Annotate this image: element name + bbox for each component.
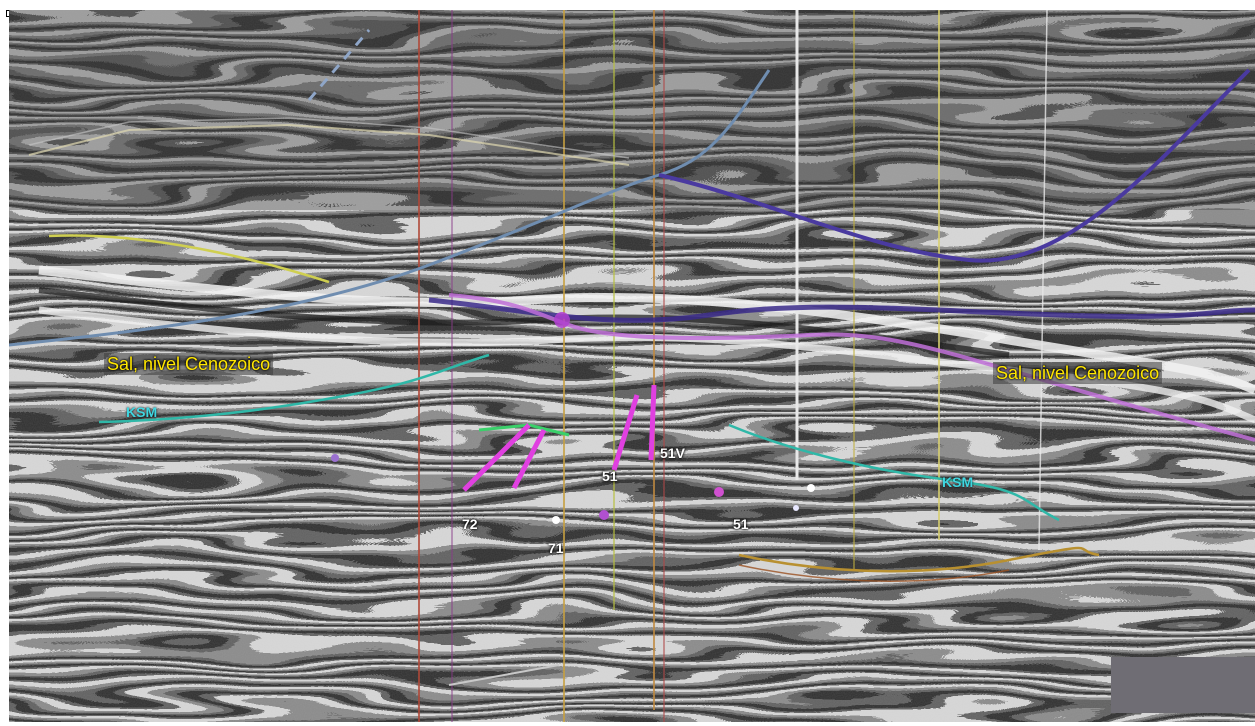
well-label-51v: 51V xyxy=(660,445,685,461)
ksm-horizon-label-left: KSM xyxy=(126,404,158,420)
ksm-horizon-label-right: KSM xyxy=(942,474,974,490)
salt-cenozoic-label-right: Sal, nivel Cenozoico xyxy=(993,362,1163,384)
salt-cenozoic-label-left: Sal, nivel Cenozoico xyxy=(104,353,274,375)
scale-placeholder-box xyxy=(1111,657,1255,713)
well-label-72: 72 xyxy=(462,516,478,532)
well-label-71: 71 xyxy=(548,540,564,556)
well-label-51-center: 51 xyxy=(602,468,618,484)
well-label-51-right: 51 xyxy=(733,516,749,532)
